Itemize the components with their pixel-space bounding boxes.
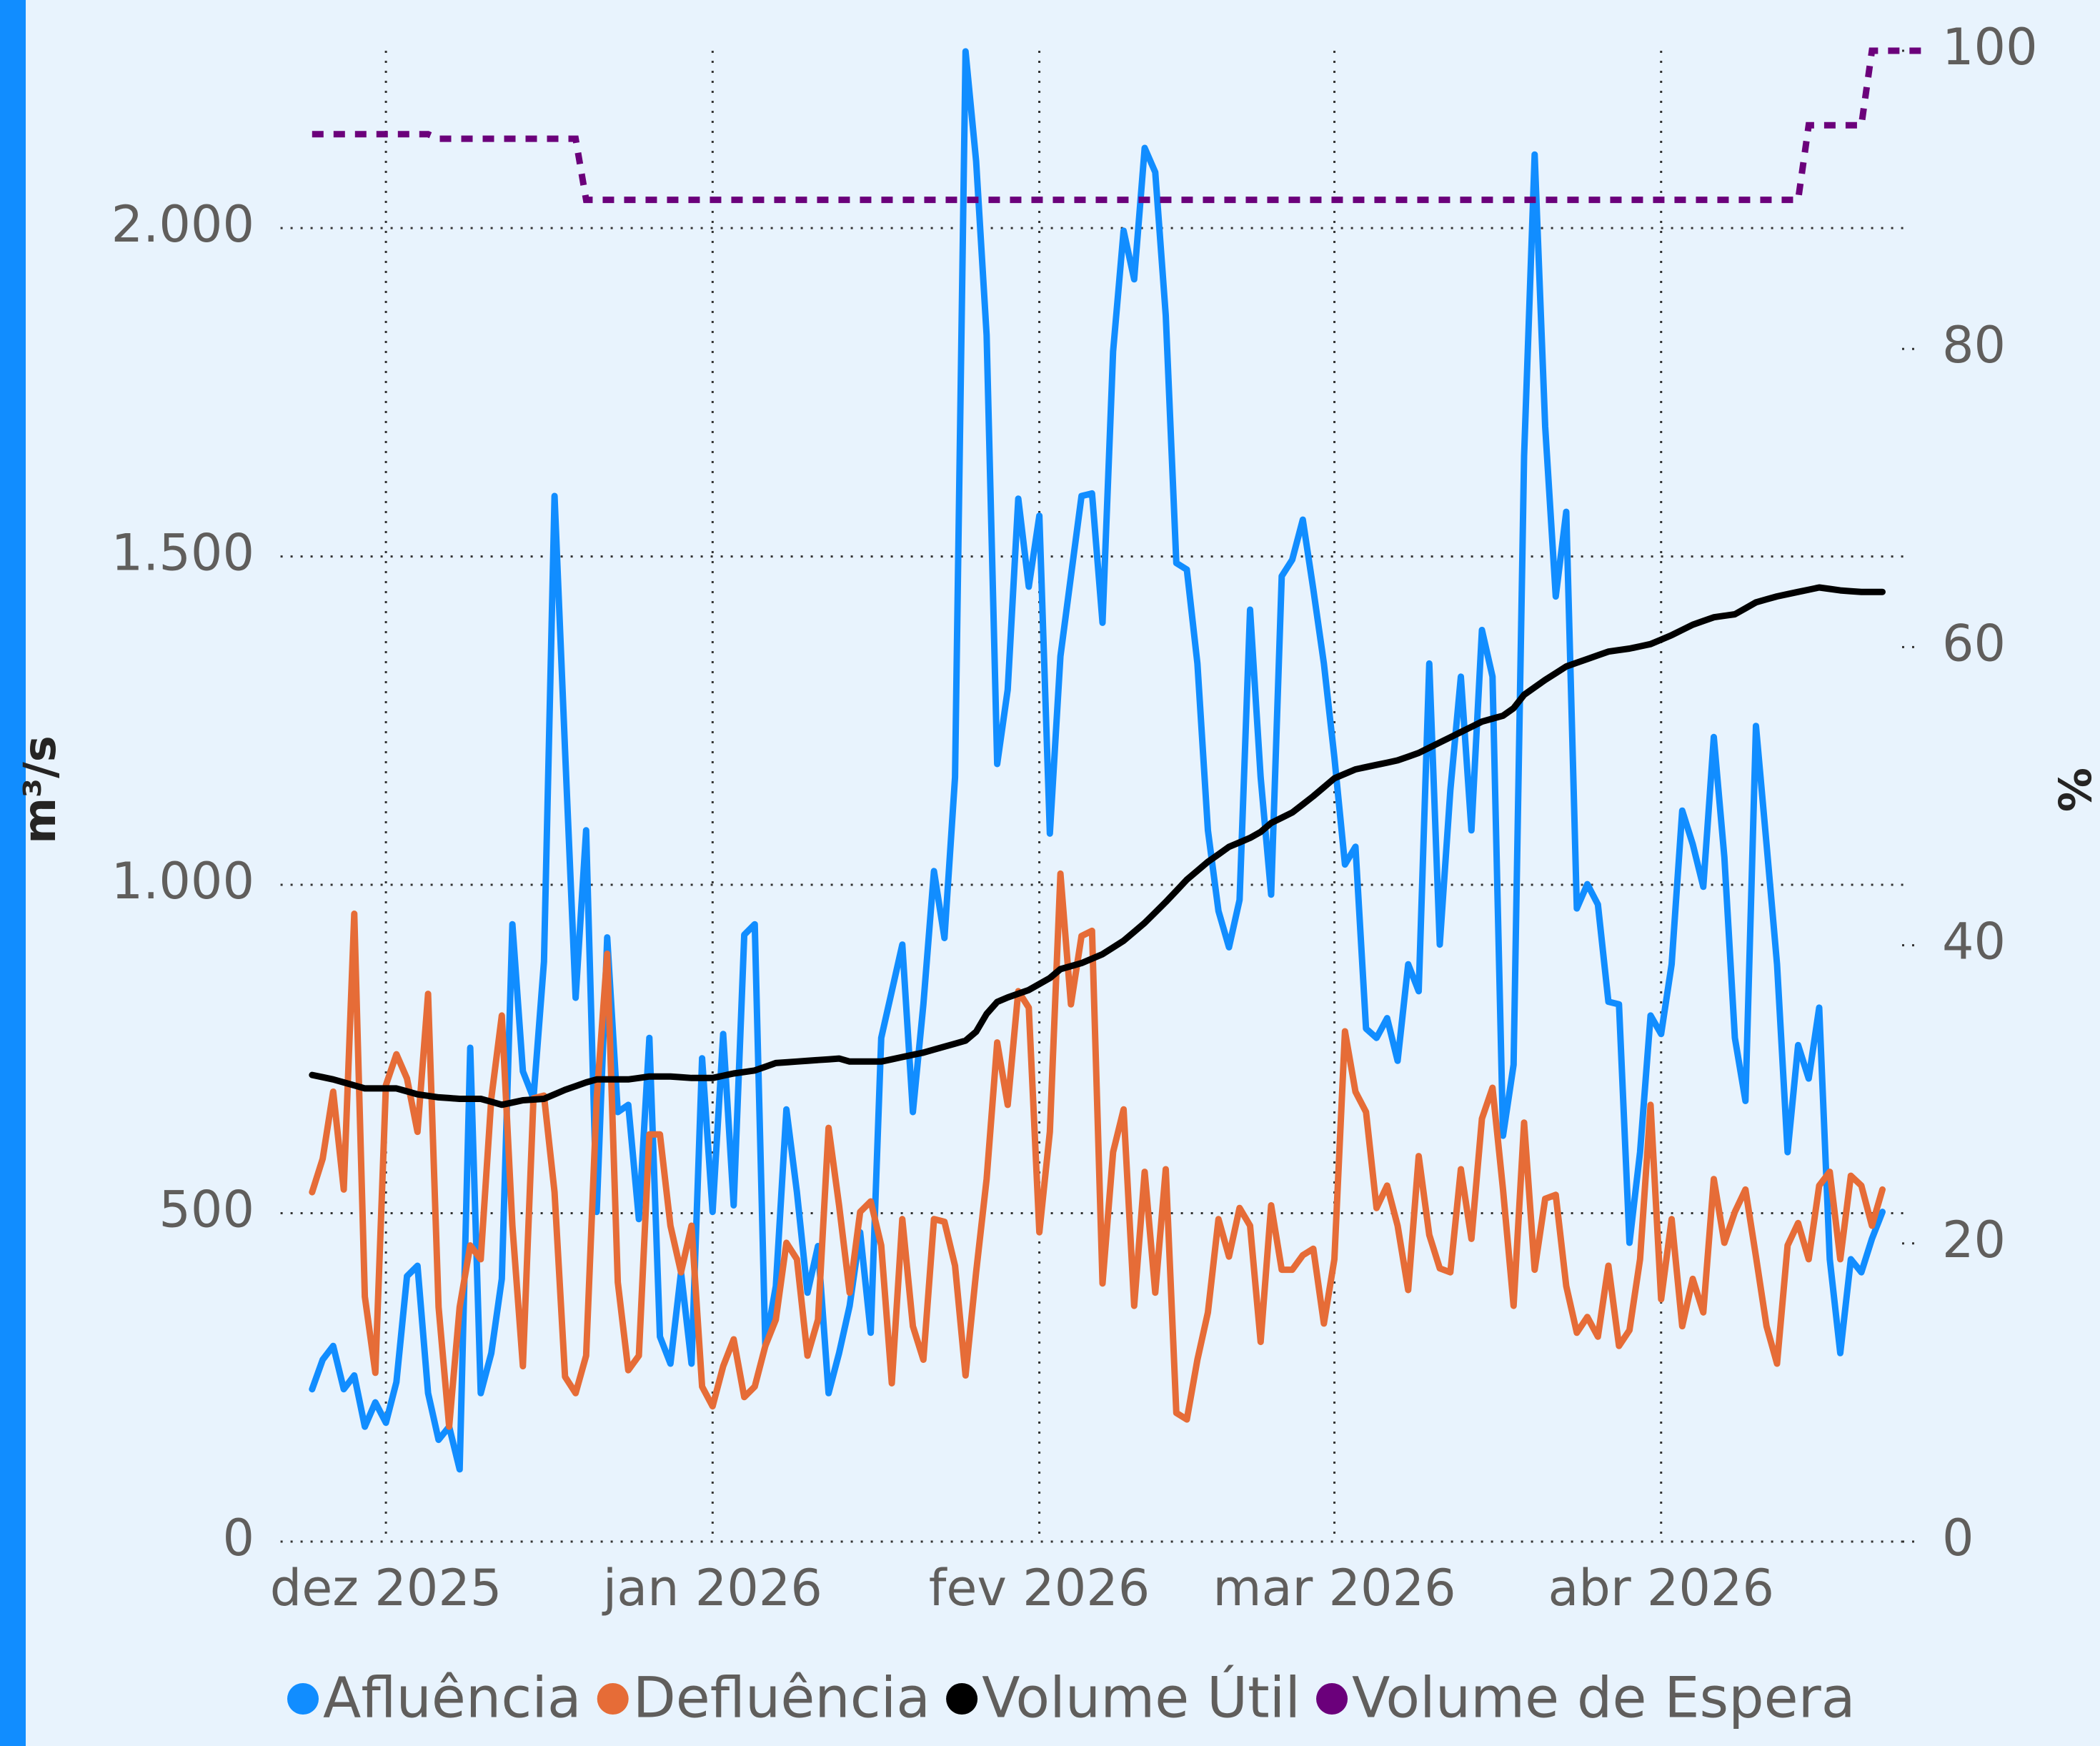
y2-tick-label: 20 [1942,1211,2006,1269]
legend-label: Volume de Espera [1352,1666,1855,1730]
x-tick-label: fev 2026 [929,1559,1150,1617]
series-line [312,47,1925,204]
series-line [309,584,1886,1108]
y-tick-label: 2.000 [111,195,254,254]
y2-tick-label: 80 [1942,316,2006,375]
y2-tick-label: 0 [1942,1509,1974,1567]
x-tick-label: abr 2026 [1548,1559,1775,1617]
legend-marker [946,1683,978,1715]
x-tick-label: jan 2026 [602,1559,822,1617]
legend-marker [287,1683,319,1715]
series-line [309,48,1886,1473]
y-tick-label: 0 [222,1509,254,1567]
y-tick-label: 1.500 [111,524,254,582]
y-tick-label: 500 [159,1181,254,1239]
y2-tick-label: 60 [1942,614,2006,673]
legend-marker [597,1683,629,1715]
accent-bar [0,0,26,1746]
legend-label: Defluência [633,1666,930,1730]
legend-marker [1316,1683,1348,1715]
x-tick-label: dez 2025 [270,1559,502,1617]
y2-tick-label: 100 [1942,18,2038,76]
y-tick-label: 1.000 [111,852,254,911]
series-line [309,870,1886,1430]
legend-label: Volume Útil [982,1665,1300,1730]
y-axis-title: m³/s [14,735,66,843]
x-tick-label: mar 2026 [1213,1559,1455,1617]
y2-axis-title: % [2048,768,2100,812]
legend-label: Afluência [323,1666,582,1730]
y2-tick-label: 40 [1942,913,2006,971]
